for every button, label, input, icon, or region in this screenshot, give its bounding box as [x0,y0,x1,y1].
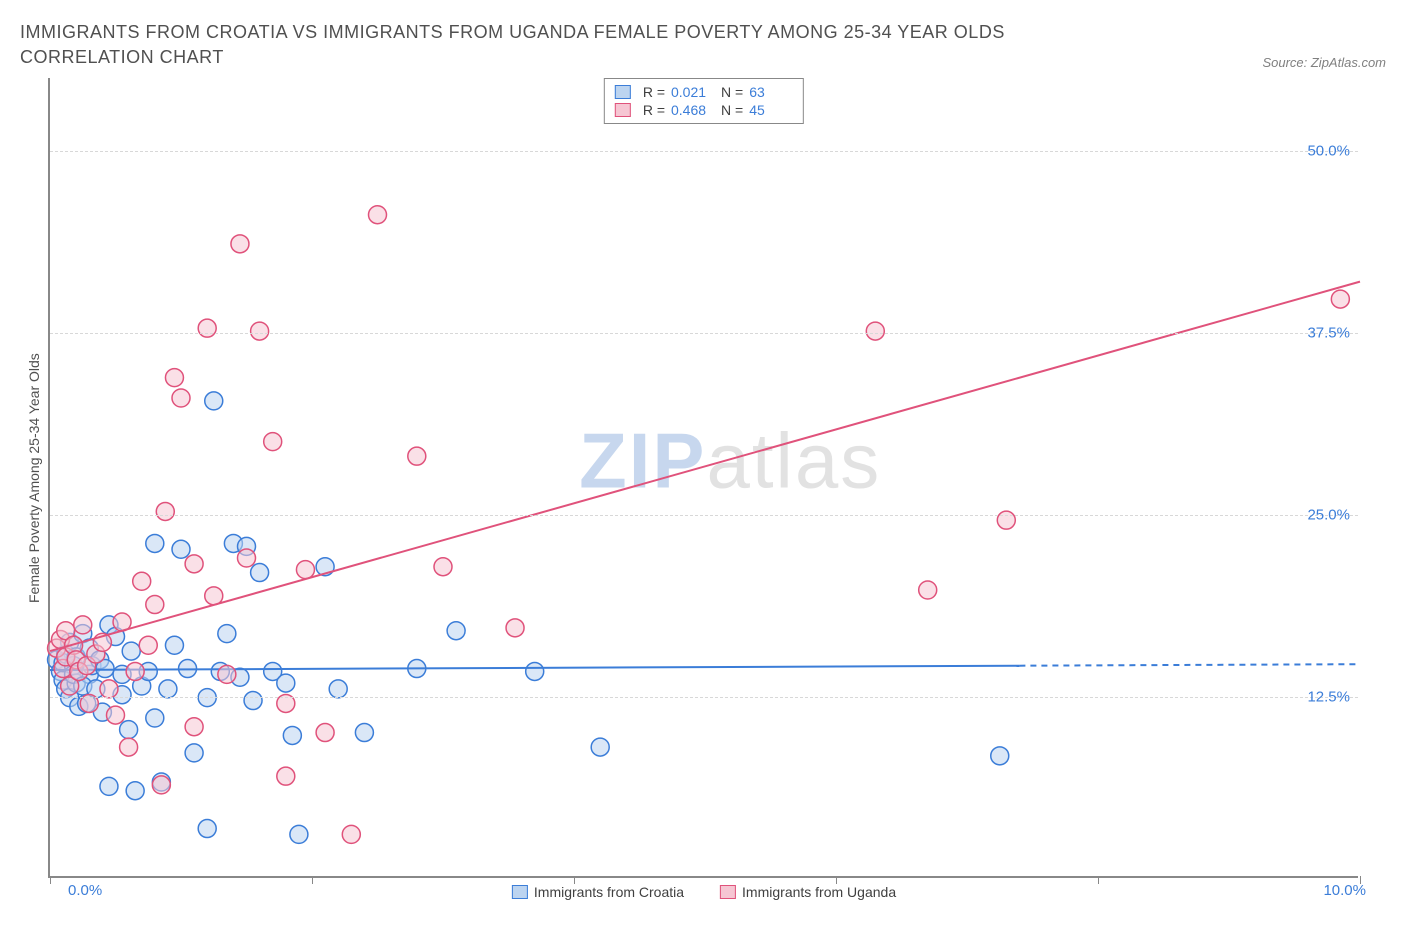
data-point [139,637,157,655]
data-point [198,689,216,707]
y-tick-label: 12.5% [1307,688,1350,705]
data-point [1331,290,1349,308]
data-point [165,637,183,655]
data-point [146,709,164,727]
legend-r-label: R = [643,102,665,118]
data-point [251,322,269,340]
legend-r-value: 0.021 [671,84,715,100]
data-point [447,622,465,640]
data-point [277,674,295,692]
data-point [198,820,216,838]
legend-n-label: N = [721,102,743,118]
data-point [185,718,203,736]
legend-n-value: 63 [749,84,793,100]
data-point [126,782,144,800]
data-point [231,235,249,253]
data-point [146,535,164,553]
legend-r-label: R = [643,84,665,100]
trend-line-extrapolated [1019,665,1360,667]
data-point [866,322,884,340]
data-point [919,581,937,599]
plot-svg [50,78,1358,876]
data-point [991,747,1009,765]
data-point [264,433,282,451]
data-point [434,558,452,576]
stats-legend-row: R = 0.021 N = 63 [615,83,793,101]
data-point [74,616,92,634]
data-point [342,826,360,844]
x-tick-label: 10.0% [1323,882,1366,899]
chart-source: Source: ZipAtlas.com [1262,55,1386,70]
y-tick-label: 37.5% [1307,324,1350,341]
data-point [526,663,544,681]
stats-legend: R = 0.021 N = 63 R = 0.468 N = 45 [604,78,804,124]
gridline-h [50,333,1358,334]
data-point [122,642,140,660]
data-point [133,573,151,591]
y-tick-label: 25.0% [1307,506,1350,523]
data-point [172,389,190,407]
data-point [296,561,314,579]
data-point [120,738,138,756]
gridline-h [50,151,1358,152]
data-point [506,619,524,637]
data-point [156,503,174,521]
data-point [107,706,125,724]
legend-n-value: 45 [749,102,793,118]
data-point [408,448,426,466]
data-point [218,625,236,643]
data-point [277,768,295,786]
legend-swatch [615,103,631,117]
gridline-h [50,697,1358,698]
legend-swatch [615,85,631,99]
data-point [120,721,138,739]
data-point [283,727,301,745]
data-point [185,555,203,573]
data-point [126,663,144,681]
plot-area: ZIPatlas R =0.021N =63R =0.468N =45 Immi… [48,78,1358,878]
data-point [591,738,609,756]
stats-legend-row: R = 0.468 N = 45 [615,101,793,119]
data-point [251,564,269,582]
data-point [152,776,170,794]
gridline-h [50,515,1358,516]
data-point [165,369,183,387]
data-point [205,392,223,410]
x-tick [50,876,51,884]
data-point [100,778,118,796]
data-point [290,826,308,844]
data-point [238,549,256,567]
y-tick-label: 50.0% [1307,143,1350,160]
x-tick-label: 0.0% [68,882,102,899]
data-point [369,206,387,224]
correlation-chart: IMMIGRANTS FROM CROATIA VS IMMIGRANTS FR… [20,20,1386,904]
data-point [172,541,190,559]
data-point [218,666,236,684]
data-point [185,744,203,762]
data-point [355,724,373,742]
data-point [244,692,262,710]
plot-wrap: Female Poverty Among 25-34 Year Olds ZIP… [20,78,1386,878]
data-point [146,596,164,614]
chart-header: IMMIGRANTS FROM CROATIA VS IMMIGRANTS FR… [20,20,1386,70]
trend-line [50,282,1360,651]
data-point [316,724,334,742]
chart-title: IMMIGRANTS FROM CROATIA VS IMMIGRANTS FR… [20,20,1120,70]
x-axis-labels: 0.0% 10.0% [56,878,1366,904]
data-point [198,320,216,338]
legend-n-label: N = [721,84,743,100]
y-axis-label: Female Poverty Among 25-34 Year Olds [20,228,48,728]
legend-r-value: 0.468 [671,102,715,118]
